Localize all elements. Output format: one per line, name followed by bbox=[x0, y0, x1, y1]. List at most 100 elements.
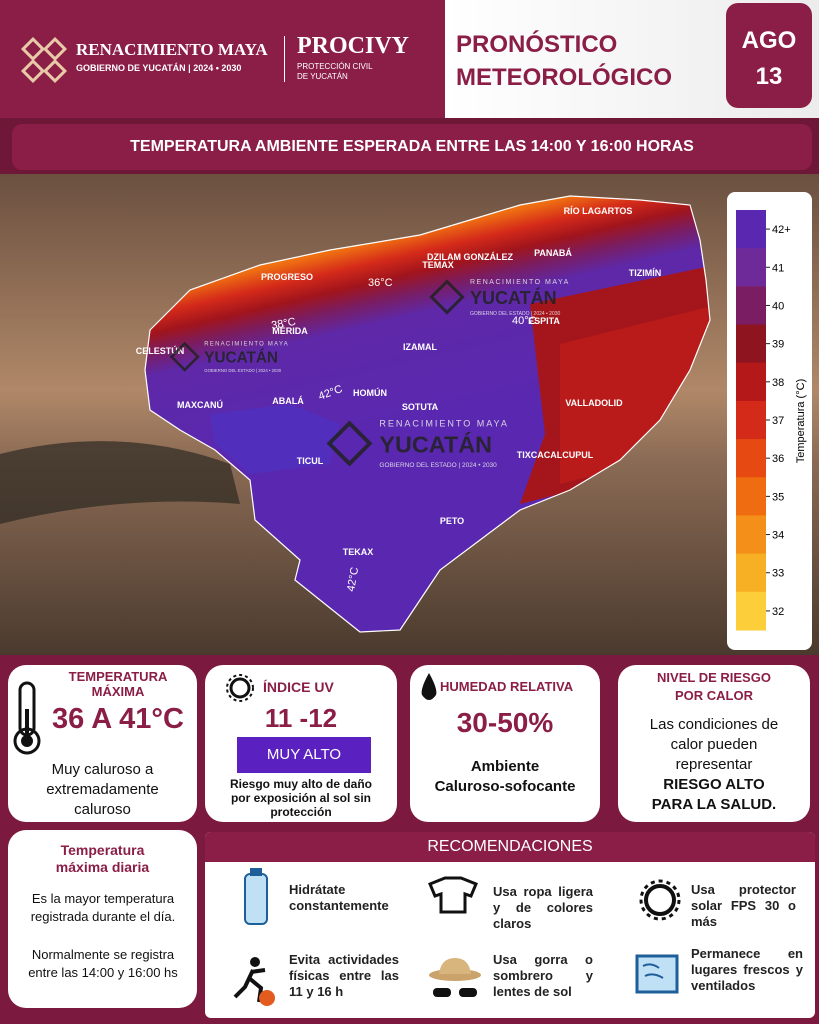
colorbar-band bbox=[736, 210, 766, 249]
colorbar-band bbox=[736, 362, 766, 402]
place-label: PANABÁ bbox=[534, 248, 572, 258]
text-line: por exposición al sol sin bbox=[230, 791, 372, 805]
paragraph: Es la mayor temperatura registrada duran… bbox=[30, 891, 176, 924]
header-left bbox=[0, 0, 445, 118]
banner: TEMPERATURA AMBIENTE ESPERADA ENTRE LAS … bbox=[12, 124, 812, 170]
text-line: RIESGO ALTO bbox=[663, 776, 765, 793]
thermometer-icon bbox=[13, 681, 41, 755]
recommendations: RECOMENDACIONES Hidrátate constantemente… bbox=[205, 832, 815, 1018]
colorbar-tick-label: 33 bbox=[772, 568, 784, 580]
title-line: máxima diaria bbox=[55, 859, 150, 875]
isotherm-label: 36°C bbox=[368, 277, 393, 289]
place-label: TEMAX bbox=[422, 260, 454, 270]
card-text: Muy caluroso a extremadamente caluroso bbox=[8, 760, 197, 820]
text-line: Ambiente bbox=[470, 758, 540, 775]
recommendation: Usa gorra o sombrero y lentes de sol bbox=[493, 952, 593, 999]
card-text: Las condiciones de calor pueden representa… bbox=[618, 715, 810, 815]
place-label: IZAMAL bbox=[403, 342, 437, 352]
place-label: HOMÚN bbox=[353, 387, 387, 398]
card-humidity: HUMEDAD RELATIVA 30-50% Ambiente Caluroso… bbox=[410, 665, 600, 822]
colorbar-tick-label: 40 bbox=[772, 300, 784, 312]
east-zone bbox=[560, 304, 710, 484]
colorbar-band bbox=[736, 477, 766, 516]
place-label: TICUL bbox=[297, 456, 324, 466]
brand-sub: GOBIERNO DE YUCATÁN | 2024 • 2030 bbox=[76, 63, 242, 73]
place-label: CELESTÚN bbox=[136, 345, 185, 356]
colorbar-band bbox=[736, 248, 766, 287]
place-label: MAXCANÚ bbox=[177, 399, 223, 410]
place-label: ESPITA bbox=[528, 316, 560, 326]
title-line: TEMPERATURA bbox=[68, 669, 168, 684]
colorbar-band bbox=[736, 553, 766, 593]
colorbar-tick-label: 36 bbox=[772, 453, 784, 465]
logo-icon bbox=[20, 36, 68, 84]
card-value: 36 A 41°C bbox=[52, 703, 184, 735]
colorbar-band bbox=[736, 324, 766, 364]
map: RÍO LAGARTOS TIZIMÍN PANABÁ DZILAM GONZÁLEZ… bbox=[0, 174, 819, 655]
watermark-top: RENACIMIENTO MAYA bbox=[470, 279, 570, 286]
place-label: TIXCACALCUPUL bbox=[517, 450, 594, 460]
title-line: POR CALOR bbox=[675, 688, 753, 703]
isotherm-label: 40°C bbox=[512, 315, 537, 327]
title-line: MÁXIMA bbox=[91, 684, 145, 699]
watermark-sub: GOBIERNO DEL ESTADO | 2024 • 2030 bbox=[470, 311, 561, 317]
title-line: NIVEL DE RIESGO bbox=[657, 670, 771, 685]
place-label: VALLADOLID bbox=[565, 398, 623, 408]
isotherm-label: 38°C bbox=[270, 316, 296, 332]
colorbar-band bbox=[736, 591, 766, 631]
colorbar-band bbox=[736, 286, 766, 326]
text-line: protección bbox=[270, 805, 332, 819]
card-title: TEMPERATURA MÁXIMA bbox=[48, 669, 188, 699]
state-outline bbox=[144, 195, 711, 633]
colorbar-band bbox=[736, 400, 766, 440]
title: PRONÓSTICO METEOROLÓGICO bbox=[456, 28, 672, 94]
card-text: Riesgo muy alto de daño por exposición al… bbox=[205, 777, 397, 819]
watermark-icon bbox=[169, 341, 200, 372]
agency-sub: PROTECCIÓN CIVIL bbox=[297, 62, 373, 71]
sun-icon bbox=[226, 674, 254, 702]
recommendations-title: RECOMENDACIONES bbox=[205, 832, 815, 862]
agency-sub: DE YUCATÁN bbox=[297, 72, 348, 81]
place-label: MÉRIDA bbox=[272, 326, 308, 336]
place-label: SOTUTA bbox=[402, 402, 439, 412]
colorbar-tick-label: 39 bbox=[772, 339, 784, 351]
place-label: ABALÁ bbox=[272, 396, 304, 406]
title-line: METEOROLÓGICO bbox=[456, 64, 672, 91]
recommendation: Usa ropa ligera y de colores claros bbox=[493, 884, 593, 931]
uv-level: MUY ALTO bbox=[237, 737, 371, 773]
title-line: Temperatura bbox=[60, 842, 145, 858]
agency: PROCIVY bbox=[297, 33, 409, 59]
colorbar-tick-label: 42+ bbox=[772, 224, 791, 236]
text-line: caluroso bbox=[74, 801, 131, 818]
paragraph: Normalmente se registra entre las 14:00 … bbox=[28, 947, 178, 980]
watermark-main: YUCATÁN bbox=[379, 431, 492, 458]
west-zone bbox=[210, 404, 340, 474]
card-definition: Temperatura máxima diaria Es la mayor tem… bbox=[8, 830, 197, 1008]
card-text: Ambiente Caluroso-sofocante bbox=[410, 757, 600, 797]
brand: RENACIMIENTO MAYA bbox=[76, 40, 268, 59]
divider bbox=[284, 36, 285, 82]
watermark-main: YUCATÁN bbox=[470, 287, 557, 308]
day: 13 bbox=[755, 63, 783, 90]
recommendation: Permanece en lugares frescos y ventilado… bbox=[691, 946, 803, 993]
card-title: HUMEDAD RELATIVA bbox=[440, 679, 574, 694]
card-risk: NIVEL DE RIESGO POR CALOR Las condiciones… bbox=[618, 665, 810, 822]
watermark-main: YUCATÁN bbox=[204, 350, 278, 367]
card-value: 30-50% bbox=[456, 707, 554, 738]
colorbar-label: Temperatura (°C) bbox=[795, 379, 807, 463]
text-line: Muy caluroso a bbox=[51, 761, 154, 778]
colorbar-tick-label: 41 bbox=[772, 262, 784, 274]
place-label: PROGRESO bbox=[261, 272, 313, 282]
place-label: TIZIMÍN bbox=[629, 268, 662, 278]
text-line: PARA LA SALUD. bbox=[651, 796, 777, 813]
recommendation: Usa protector solar FPS 30 o más bbox=[691, 882, 796, 929]
place-labels: RÍO LAGARTOS TIZIMÍN PANABÁ DZILAM GONZÁLEZ… bbox=[136, 206, 662, 557]
watermark-sub: GOBIERNO DEL ESTADO | 2024 • 2030 bbox=[204, 368, 281, 373]
text-line: Riesgo muy alto de daño bbox=[229, 777, 373, 791]
card-title: ÍNDICE UV bbox=[263, 679, 334, 695]
place-label: TEKAX bbox=[343, 547, 374, 557]
coast bbox=[0, 441, 240, 524]
